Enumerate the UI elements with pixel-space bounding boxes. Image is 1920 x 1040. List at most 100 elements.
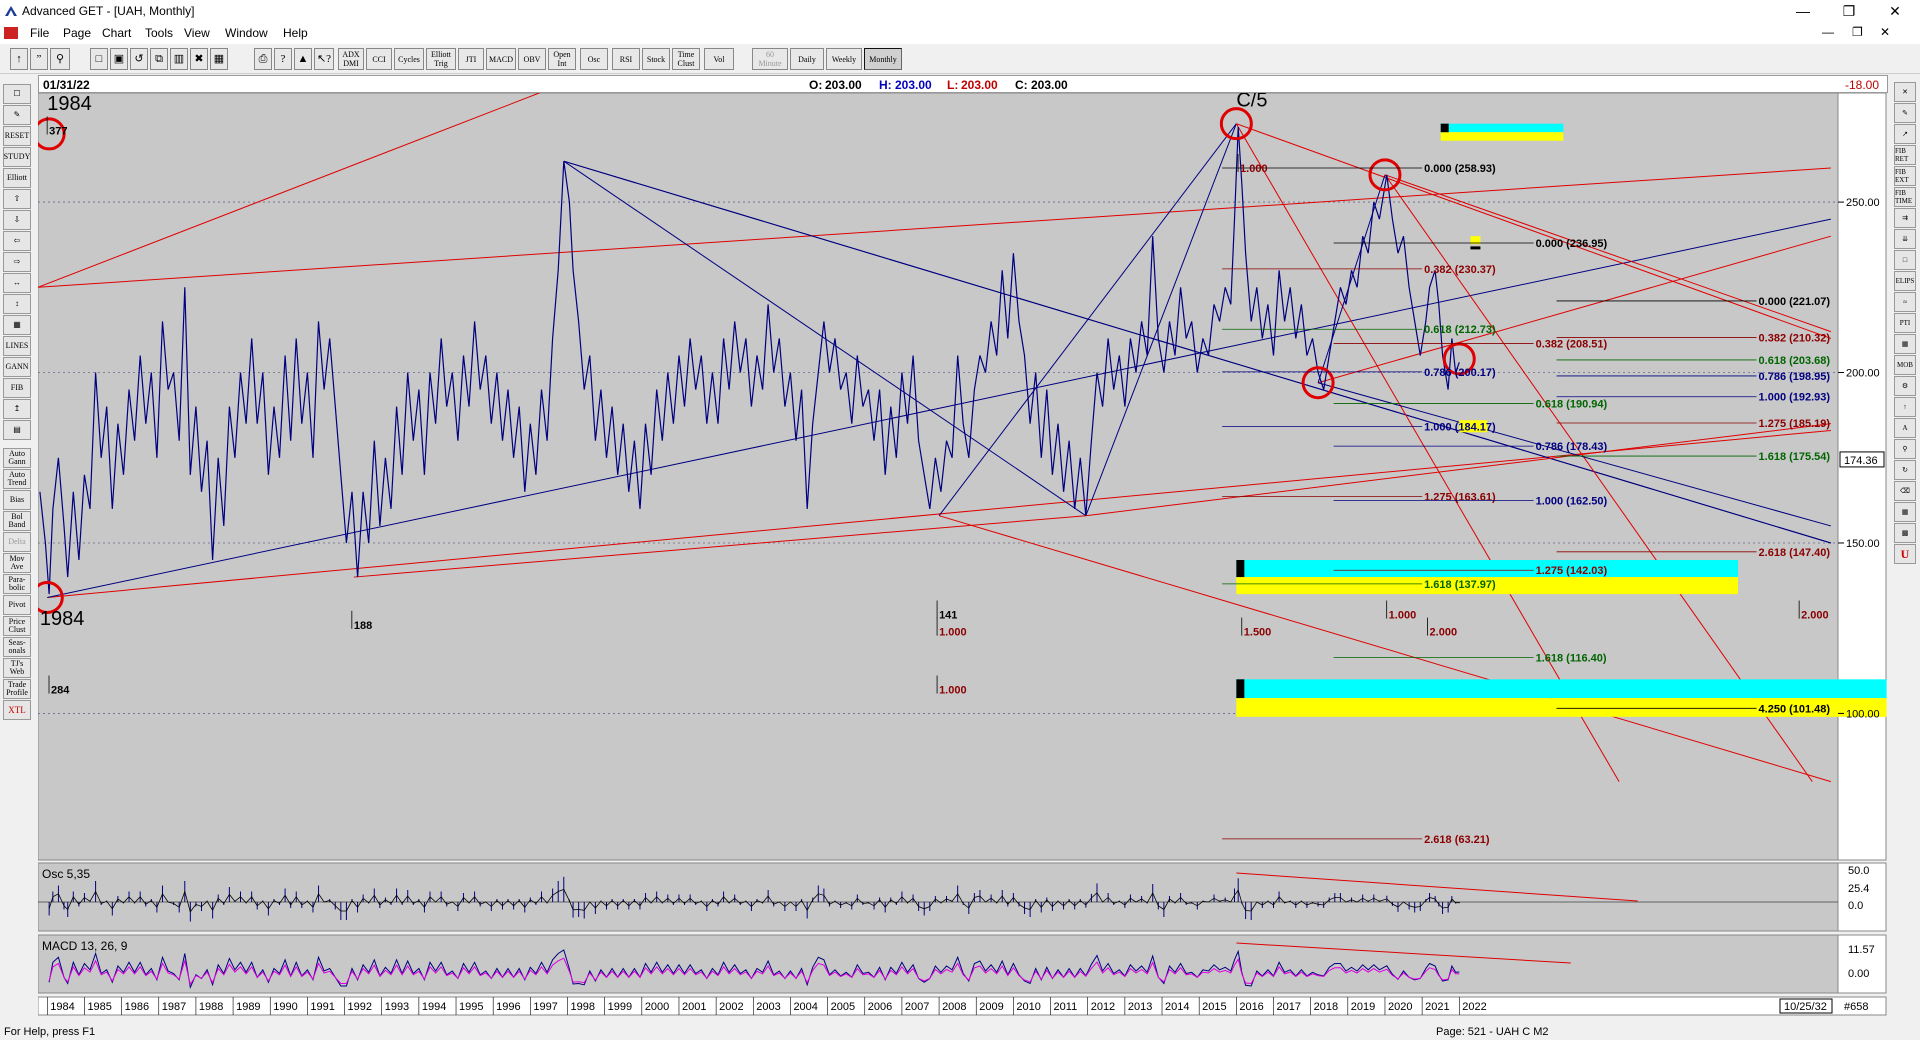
study-button[interactable]: STUDY: [3, 147, 31, 167]
zoom-tool-icon[interactable]: ⚲: [50, 48, 70, 70]
pivot-button[interactable]: Pivot: [3, 595, 31, 615]
fan-icon[interactable]: ⇉: [1894, 208, 1916, 228]
arrow-left-icon[interactable]: ⇦: [3, 231, 31, 251]
up-arrow-icon[interactable]: ↑: [1894, 397, 1916, 417]
scale-icon[interactable]: ▲: [294, 48, 312, 70]
macd-pane[interactable]: [38, 934, 1839, 994]
expand-icon[interactable]: ↕: [3, 294, 31, 314]
reset-button[interactable]: RESET: [3, 126, 31, 146]
pti-button[interactable]: PTI: [1894, 313, 1916, 333]
magnifier-icon[interactable]: ⚲: [1894, 439, 1916, 459]
menu-page[interactable]: Page: [63, 26, 92, 40]
seasonals-button[interactable]: Seas-onals: [3, 637, 31, 657]
arrow-up-icon[interactable]: ⇧: [3, 189, 31, 209]
bias-button[interactable]: Bias: [3, 490, 31, 510]
fib-ret-button[interactable]: FIB RET: [1894, 145, 1916, 165]
copy-icon[interactable]: ⧉: [150, 48, 168, 70]
timeframe-weekly-button[interactable]: Weekly: [826, 48, 862, 70]
study-obv-button[interactable]: OBV: [518, 48, 546, 70]
cursor-tool-icon[interactable]: ↑: [10, 48, 28, 70]
bol-band-button[interactable]: Bol Band: [3, 511, 31, 531]
menu-window[interactable]: Window: [225, 26, 268, 40]
oscillator-pane[interactable]: [38, 862, 1839, 932]
study-vol-button[interactable]: Vol: [704, 48, 734, 70]
window-icon[interactable]: ▥: [170, 48, 188, 70]
study-cci-button[interactable]: CCI: [366, 48, 392, 70]
save-icon[interactable]: ▣: [110, 48, 128, 70]
pencil-icon[interactable]: ✎: [1894, 103, 1916, 123]
auto-gann-button[interactable]: Auto Gann: [3, 448, 31, 468]
gann-button[interactable]: GANN: [3, 357, 31, 377]
compress-icon[interactable]: ↔: [3, 273, 31, 293]
tjs-web-button[interactable]: TJ's Web: [3, 658, 31, 678]
help-pointer-icon[interactable]: ↖?: [314, 48, 334, 70]
lock-icon[interactable]: ▩: [1894, 523, 1916, 543]
price-chart[interactable]: 0.000 (258.93) 0.000 (236.95) 0.382 (230.3…: [38, 93, 1888, 1023]
timeframe-monthly-button[interactable]: Monthly: [864, 48, 902, 70]
eraser-icon[interactable]: ⌫: [1894, 481, 1916, 501]
study-time-clust-button[interactable]: Time Clust: [672, 48, 700, 70]
fib-time-button[interactable]: FIB TIME: [1894, 187, 1916, 207]
study-osc-button[interactable]: Osc: [580, 48, 608, 70]
box-icon[interactable]: □: [1894, 250, 1916, 270]
fib-ext-button[interactable]: FIB EXT: [1894, 166, 1916, 186]
study-rsi-button[interactable]: RSI: [612, 48, 640, 70]
study-cycles-button[interactable]: Cycles: [394, 48, 424, 70]
swing-icon[interactable]: ↥: [3, 399, 31, 419]
info-icon[interactable]: ?: [274, 48, 292, 70]
elips-button[interactable]: ELIPS: [1894, 271, 1916, 291]
mob-button[interactable]: MOB: [1894, 355, 1916, 375]
new-icon[interactable]: □: [90, 48, 108, 70]
settings-icon[interactable]: ⚙: [1894, 376, 1916, 396]
clipboard-icon[interactable]: ▤: [3, 420, 31, 440]
delta-button[interactable]: Delta: [3, 532, 31, 552]
print-icon[interactable]: ⎙: [254, 48, 272, 70]
minimize-icon[interactable]: —: [1796, 3, 1810, 19]
layout-icon[interactable]: ▦: [210, 48, 228, 70]
study-stock-button[interactable]: Stock: [642, 48, 670, 70]
document-icon[interactable]: [4, 27, 18, 39]
grid-tool-icon[interactable]: ▦: [1894, 502, 1916, 522]
menu-tools[interactable]: Tools: [145, 26, 174, 40]
open-icon[interactable]: ↺: [130, 48, 148, 70]
text-icon[interactable]: A: [1894, 418, 1916, 438]
delete-icon[interactable]: ✖: [190, 48, 208, 70]
menu-help[interactable]: Help: [283, 26, 308, 40]
arrow-right-icon[interactable]: ⇨: [3, 252, 31, 272]
price-clust-button[interactable]: Price Clust: [3, 616, 31, 636]
study-adx-dmi-button[interactable]: ADX DMI: [338, 48, 364, 70]
arrow-down-icon[interactable]: ⇩: [3, 210, 31, 230]
quote-tool-icon[interactable]: ”: [30, 48, 48, 70]
lines-button[interactable]: LINES: [3, 336, 31, 356]
close-x-icon[interactable]: ✕: [1894, 82, 1916, 102]
timeframe-60-minute-button[interactable]: 60 Minute: [752, 48, 788, 70]
menu-view[interactable]: View: [184, 26, 210, 40]
select-tool-icon[interactable]: ☐: [3, 84, 31, 104]
auto-trend-button[interactable]: Auto Trend: [3, 469, 31, 489]
trade-profile-button[interactable]: Trade Profile: [3, 679, 31, 699]
study-jti-button[interactable]: JTI: [458, 48, 484, 70]
study-elliott-trig-button[interactable]: Elliott Trig: [426, 48, 456, 70]
channel-icon[interactable]: ⇊: [1894, 229, 1916, 249]
table-icon[interactable]: ▦: [1894, 334, 1916, 354]
line-draw-icon[interactable]: ↗: [1894, 124, 1916, 144]
mov-ave-button[interactable]: Mov Ave: [3, 553, 31, 573]
draw-tool-icon[interactable]: ✎: [3, 105, 31, 125]
menu-file[interactable]: File: [30, 26, 50, 40]
magnet-icon[interactable]: U: [1894, 544, 1916, 564]
study-open-int-button[interactable]: Open Int: [548, 48, 576, 70]
study-macd-button[interactable]: MACD: [486, 48, 516, 70]
timeframe-daily-button[interactable]: Daily: [790, 48, 824, 70]
wave-icon[interactable]: ≈: [1894, 292, 1916, 312]
close-icon[interactable]: ✕: [1889, 3, 1901, 19]
restore-icon[interactable]: ❐: [1842, 3, 1856, 19]
elliott-button[interactable]: Elliott: [3, 168, 31, 188]
menu-chart[interactable]: Chart: [102, 26, 132, 40]
fib-button[interactable]: FIB: [3, 378, 31, 398]
mdi-minimize-icon[interactable]: —: [1822, 25, 1834, 39]
mdi-close-icon[interactable]: ✕: [1880, 25, 1891, 39]
parabolic-button[interactable]: Para-bolic: [3, 574, 31, 594]
mdi-restore-icon[interactable]: ❐: [1852, 25, 1863, 39]
grid-icon[interactable]: ▦: [3, 315, 31, 335]
cycle-icon[interactable]: ↻: [1894, 460, 1916, 480]
